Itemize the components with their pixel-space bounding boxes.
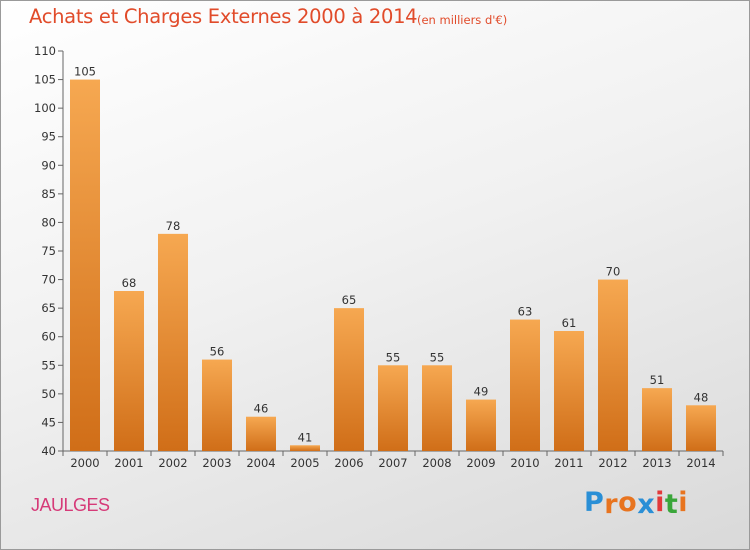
x-tick-label: 2004 bbox=[246, 456, 275, 470]
bar bbox=[114, 291, 144, 451]
x-tick-label: 2007 bbox=[378, 456, 407, 470]
bar bbox=[686, 405, 716, 451]
bar-value-label: 56 bbox=[210, 345, 225, 359]
y-tick-label: 70 bbox=[41, 273, 56, 287]
chart-x-ticks: 2000 2001 2002 2003 2004 2005 2006 2007 2008 2009… bbox=[70, 451, 724, 470]
y-tick-label: 80 bbox=[41, 215, 56, 229]
y-tick-label: 105 bbox=[34, 73, 56, 87]
bar-value-label: 55 bbox=[386, 350, 401, 364]
bar bbox=[466, 399, 496, 451]
bar-value-label: 61 bbox=[562, 316, 577, 330]
bar bbox=[334, 308, 364, 451]
bar bbox=[510, 319, 540, 451]
x-tick-label: 2002 bbox=[158, 456, 187, 470]
bar bbox=[378, 365, 408, 451]
y-tick-label: 60 bbox=[41, 330, 56, 344]
bar-value-label: 63 bbox=[518, 305, 533, 319]
bar-value-label: 55 bbox=[430, 350, 445, 364]
logo-letter: x bbox=[637, 489, 656, 520]
chart-y-ticks: 40 45 50 55 60 65 70 75 80 85 90 95 100 105 110 bbox=[34, 44, 63, 458]
x-tick-label: 2012 bbox=[598, 456, 627, 470]
y-tick-label: 50 bbox=[41, 387, 56, 401]
bar bbox=[158, 233, 188, 451]
y-tick-label: 40 bbox=[41, 444, 56, 458]
logo-letter: t bbox=[664, 489, 679, 520]
bar bbox=[202, 359, 232, 451]
y-tick-label: 45 bbox=[41, 415, 56, 429]
bar-value-label: 78 bbox=[166, 219, 181, 233]
x-tick-label: 2001 bbox=[114, 456, 143, 470]
bar bbox=[598, 279, 628, 451]
x-tick-label: 2011 bbox=[554, 456, 583, 470]
logo-letter: i bbox=[678, 487, 689, 518]
bar bbox=[70, 79, 100, 452]
bar-value-label: 46 bbox=[254, 402, 269, 416]
x-tick-label: 2003 bbox=[202, 456, 231, 470]
x-tick-label: 2010 bbox=[510, 456, 539, 470]
y-tick-label: 75 bbox=[41, 244, 56, 258]
bar-value-label: 65 bbox=[342, 293, 357, 307]
logo-letter: i bbox=[655, 487, 665, 518]
commune-name: JAULGES bbox=[31, 495, 110, 515]
bar-value-label: 68 bbox=[122, 276, 137, 290]
x-tick-label: 2014 bbox=[686, 456, 715, 470]
x-tick-label: 2013 bbox=[642, 456, 671, 470]
bar-value-label: 51 bbox=[650, 373, 665, 387]
bar-value-label: 49 bbox=[474, 385, 489, 399]
logo-letter: o bbox=[618, 487, 638, 518]
x-tick-label: 2005 bbox=[290, 456, 319, 470]
y-tick-label: 100 bbox=[34, 101, 56, 115]
bar bbox=[246, 416, 276, 451]
x-tick-label: 2000 bbox=[70, 456, 99, 470]
chart-bars bbox=[70, 79, 716, 452]
bar-value-label: 41 bbox=[298, 430, 313, 444]
bar bbox=[290, 445, 320, 451]
logo-letter: r bbox=[604, 489, 619, 520]
chart-title: Achats et Charges Externes 2000 à 2014 bbox=[29, 5, 418, 28]
y-tick-label: 65 bbox=[41, 301, 56, 315]
bar-value-label: 105 bbox=[74, 65, 96, 79]
y-tick-label: 90 bbox=[41, 158, 56, 172]
bar bbox=[554, 331, 584, 451]
chart-value-labels: 105 68 78 56 46 41 65 55 55 49 63 61 70 51 48 bbox=[74, 65, 708, 445]
bar bbox=[422, 365, 452, 451]
y-tick-label: 55 bbox=[41, 358, 56, 372]
bar-value-label: 48 bbox=[694, 390, 709, 404]
bar bbox=[642, 388, 672, 451]
logo-letter: P bbox=[584, 487, 605, 518]
x-tick-label: 2008 bbox=[422, 456, 451, 470]
x-tick-label: 2006 bbox=[334, 456, 363, 470]
y-tick-label: 95 bbox=[41, 130, 56, 144]
bar-value-label: 70 bbox=[606, 265, 621, 279]
y-tick-label: 85 bbox=[41, 187, 56, 201]
proxiti-logo[interactable]: Proxiti bbox=[584, 487, 689, 520]
chart-subtitle: (en milliers d'€) bbox=[417, 13, 508, 27]
x-tick-label: 2009 bbox=[466, 456, 495, 470]
y-tick-label: 110 bbox=[34, 44, 56, 58]
